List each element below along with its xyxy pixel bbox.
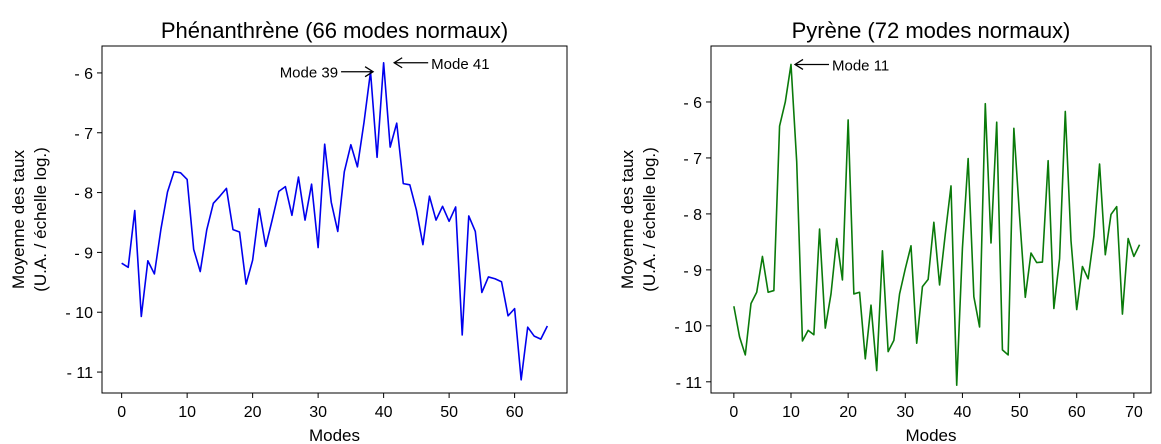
chart-1-ytick-label: - 10 [65,305,93,322]
chart-1-xtick-label: 10 [178,404,196,421]
chart-1-xtick-label: 0 [117,404,126,421]
chart-2-ytick-label: - 11 [676,375,702,392]
chart-1-xtick-label: 60 [506,404,524,421]
chart-2-xtick-label: 40 [954,404,972,421]
chart-1-ylabel-line-1: Moyenne des taux [9,150,28,289]
chart-2-ytick-label: - 9 [683,263,702,280]
chart-2-xlabel: Modes [905,426,956,444]
chart-1-axes-frame [101,45,568,394]
chart-2-xtick-label: 20 [839,404,857,421]
chart-2-xtick-label: 60 [1068,404,1086,421]
chart-1-ytick-label: - 9 [74,245,93,262]
chart-1-ytick-label: - 7 [74,126,93,143]
chart-2-ytick-label: - 7 [683,151,702,168]
chart-2-axes-frame [710,45,1152,394]
chart-2-ytick-label: - 8 [683,207,702,224]
chart-1-annotation-arrowhead [364,66,375,78]
chart-2-ylabel-line-1: Moyenne des taux [618,150,637,289]
chart-1-xlabel: Modes [309,426,360,444]
chart-2-ytick-label: - 6 [683,95,702,112]
chart-2-ytick-label: - 10 [674,319,702,336]
chart-1-ytick-label: - 6 [74,66,93,83]
chart-2-annotation-arrowhead [793,58,804,71]
chart-2-ylabel-line-2: (U.A. / échelle log.) [640,147,659,292]
chart-2-series-line [733,63,1141,386]
chart-1-ytick-label: - 8 [74,186,93,203]
chart-1-xtick-label: 40 [375,404,393,421]
chart-2-annotation-label: Mode 11 [832,57,889,74]
chart-1-ytick-label: - 11 [67,365,93,382]
chart-2-title: Pyrène (72 modes normaux) [792,18,1071,43]
chart-1-series-line [121,61,549,381]
chart-1-annotation-label: Mode 39 [280,65,338,82]
chart-1-xtick-label: 20 [244,404,262,421]
chart-1-ylabel-line-2: (U.A. / échelle log.) [31,147,50,292]
chart-1-title: Phénanthrène (66 modes normaux) [161,18,508,43]
chart-1-annotation-arrowhead [392,57,403,69]
chart-1-xtick-label: 50 [440,404,458,421]
chart-2-xtick-label: 30 [896,404,914,421]
chart-2-xtick-label: 0 [729,404,738,421]
chart-1-xtick-label: 30 [309,404,327,421]
chart-2-xtick-label: 70 [1125,404,1143,421]
chart-2-xtick-label: 50 [1011,404,1029,421]
chart-2-xtick-label: 10 [782,404,800,421]
chart-1-annotation-label: Mode 41 [431,56,489,73]
